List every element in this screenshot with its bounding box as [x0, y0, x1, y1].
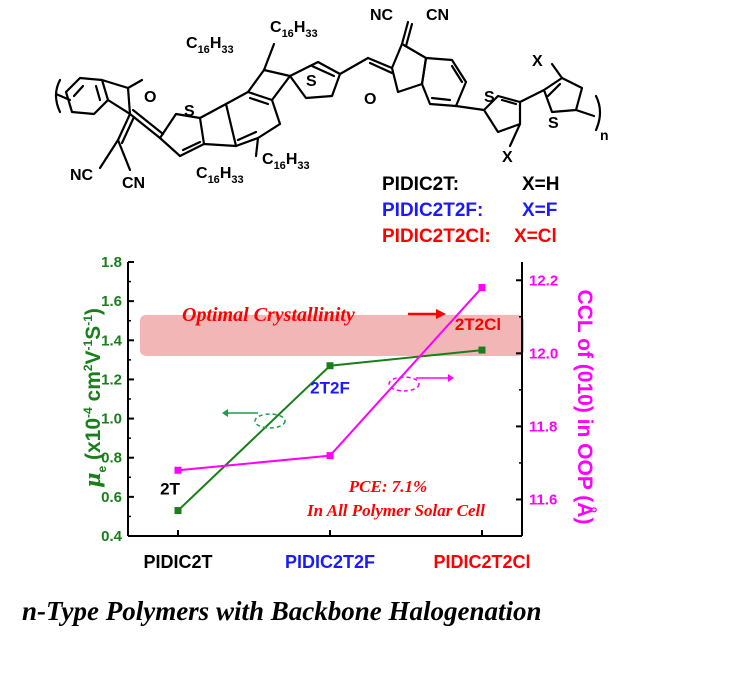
atom-x-bottom: X [502, 149, 513, 166]
series-line-left [177, 349, 483, 512]
right-tick-label: 12.2 [529, 272, 558, 289]
left-tick-label: 1.6 [101, 293, 122, 310]
atom-cn-top: CN [426, 7, 449, 24]
band-arrow [408, 309, 446, 319]
point-label: 2T [160, 480, 180, 499]
atom-s-bithiophene-a: S [484, 89, 495, 106]
legend-x-2t: X=H [522, 174, 560, 195]
point-label: 2T2Cl [455, 315, 501, 334]
left-axis-hint [222, 409, 286, 429]
x-category-label: PIDIC2T2Cl [433, 552, 530, 572]
chemical-structure [54, 20, 602, 172]
x-category-label: PIDIC2T2F [285, 552, 375, 572]
alkyl-chain-top-left: C16H33 [186, 35, 234, 56]
left-tick-label: 1.0 [101, 411, 122, 428]
left-tick-label: 1.2 [101, 371, 122, 388]
right-axis-ticks: 11.6 11.8 12.0 12.2 [516, 272, 558, 508]
atom-s-right-thiophene: S [306, 73, 317, 90]
pce-annotation-line1: PCE: 7.1% [348, 477, 427, 496]
left-tick-label: 1.4 [101, 332, 123, 349]
series-point-right [478, 284, 486, 292]
right-axis-label: CCL of (010) in OOP (Å) [573, 290, 597, 525]
series-point-left [478, 346, 486, 354]
optimal-crystallinity-band [140, 314, 524, 356]
series-point-left [326, 362, 334, 370]
left-axis-label: μe (x10-4 cm2V-1S-1) [80, 308, 109, 488]
right-tick-label: 11.6 [529, 491, 557, 508]
left-axis-ticks: 0.4 0.6 0.8 1.0 1.2 1.4 1.6 1.8 [101, 254, 134, 545]
right-tick-label: 11.8 [529, 418, 557, 435]
atom-o-right: O [364, 91, 376, 108]
dual-axis-line-chart: Optimal Crystallinity 0.4 0.6 0.8 1.0 1.2 1.4… [80, 254, 597, 572]
point-labels: 2T 2T2F 2T2Cl [160, 315, 501, 498]
alkyl-chain-bottom-left: C16H33 [196, 165, 244, 186]
left-tick-label: 0.8 [101, 450, 122, 467]
left-tick-label: 0.4 [101, 528, 123, 545]
left-tick-label: 1.8 [101, 254, 122, 271]
repeat-unit-n: n [600, 127, 609, 143]
series-point-right [174, 466, 182, 474]
atom-nc-top: NC [370, 7, 394, 24]
alkyl-chain-top-right: C16H33 [270, 19, 318, 40]
legend-name-2t2cl: PIDIC2T2Cl: [382, 226, 491, 247]
series-layer [174, 284, 486, 515]
right-tick-label: 12.0 [529, 345, 558, 362]
right-axis-hint [388, 374, 454, 392]
series-point-left [174, 507, 182, 515]
alkyl-chain-bottom-right: C16H33 [262, 151, 310, 172]
series-point-right [326, 452, 334, 460]
atom-cn-bottom: CN [122, 175, 145, 192]
left-tick-label: 0.6 [101, 489, 122, 506]
point-label: 2T2F [310, 379, 350, 398]
legend-x-2t2cl: X=Cl [514, 226, 557, 247]
legend-name-2t2f: PIDIC2T2F: [382, 200, 483, 221]
figure-caption: n-Type Polymers with Backbone Halogenati… [22, 596, 542, 626]
atom-nc-bottom: NC [70, 167, 94, 184]
legend-name-2t: PIDIC2T: [382, 174, 459, 195]
atom-s-left-thiophene: S [184, 103, 195, 120]
pce-annotation-line2: In All Polymer Solar Cell [306, 501, 485, 520]
atom-o-left: O [144, 89, 156, 106]
optimal-crystallinity-label: Optimal Crystallinity [182, 304, 355, 326]
x-category-label: PIDIC2T [143, 552, 212, 572]
legend-x-2t2f: X=F [522, 200, 557, 221]
atom-s-bithiophene-b: S [548, 115, 559, 132]
atom-x-top: X [532, 53, 543, 70]
x-axis-categories: PIDIC2T PIDIC2T2F PIDIC2T2Cl [143, 530, 531, 572]
